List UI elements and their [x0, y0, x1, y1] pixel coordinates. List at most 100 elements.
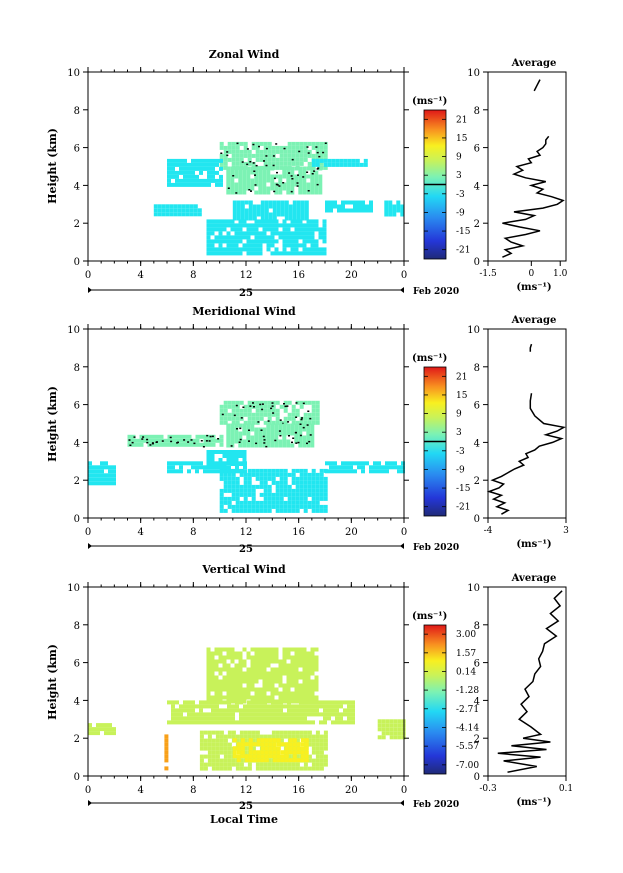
heatmap-cell [231, 420, 236, 425]
heatmap-cell [266, 178, 271, 183]
heatmap-cell [288, 750, 293, 755]
zero-contour-mark [278, 430, 281, 432]
heatmap-cell [96, 731, 100, 736]
y-axis-label: Height (km) [46, 128, 59, 204]
heatmap-cell [210, 247, 215, 252]
heatmap-cell [271, 496, 276, 501]
heatmap-cell [231, 145, 236, 150]
heatmap-cell [264, 754, 269, 759]
heatmap-cell [219, 153, 224, 158]
heatmap-cell [274, 186, 279, 191]
heatmap-cell [191, 712, 195, 717]
heatmap-cell [282, 435, 287, 440]
heatmap-cell [227, 416, 232, 421]
heatmap-cell [333, 465, 337, 470]
heatmap-cell [291, 704, 295, 709]
heatmap-cell [219, 166, 223, 171]
heatmap-cell [179, 434, 184, 439]
heatmap-cell [298, 659, 303, 664]
heatmap-cell [343, 162, 348, 167]
heatmap-cell [218, 251, 223, 256]
heatmap-cell [163, 438, 168, 443]
heatmap-cell [108, 477, 112, 482]
heatmap-cell [264, 758, 269, 763]
heatmap-cell [262, 170, 267, 175]
heatmap-cell [290, 655, 295, 660]
heatmap-cell [267, 468, 272, 473]
heatmap-cell [267, 153, 272, 158]
heatmap-cell [275, 480, 280, 485]
heatmap-cell [239, 766, 244, 771]
heatmap-cell [322, 223, 327, 228]
heatmap-cell [250, 439, 255, 444]
heatmap-cell [270, 659, 275, 664]
heatmap-cell [284, 754, 289, 759]
heatmap-cell [187, 170, 191, 175]
heatmap-cell [357, 208, 361, 213]
heatmap-cell [167, 162, 171, 167]
heatmap-cell [311, 141, 316, 146]
heatmap-cell [296, 204, 301, 209]
heatmap-cell [234, 170, 239, 175]
heatmap-cell [251, 746, 256, 751]
heatmap-cell [315, 404, 320, 409]
zero-contour-mark [272, 164, 275, 167]
heatmap-cell [272, 738, 277, 743]
heatmap-cell [100, 481, 104, 486]
heatmap-cell [255, 504, 260, 509]
heatmap-cell [218, 655, 223, 660]
heatmap-cell [302, 671, 307, 676]
heatmap-cell [222, 675, 227, 680]
average-y-tick-label: 2 [474, 219, 480, 230]
heatmap-cell [92, 473, 96, 478]
heatmap-cell [302, 679, 307, 684]
colorbar-tick-label: 9 [456, 410, 462, 420]
heatmap-cell [298, 227, 303, 232]
heatmap-cell [211, 738, 216, 743]
zero-contour-mark [316, 183, 319, 186]
heatmap-cell [307, 738, 312, 743]
heatmap-cell [286, 683, 291, 688]
heatmap-cell [287, 762, 292, 767]
heatmap-cell [339, 700, 343, 705]
zero-contour-mark [307, 410, 310, 412]
heatmap-cell [215, 182, 219, 187]
heatmap-cell [260, 746, 265, 751]
heatmap-cell [236, 758, 241, 763]
heatmap-cell [235, 734, 240, 739]
heatmap-cell [255, 149, 260, 154]
x-tick-label: 16 [292, 270, 305, 281]
heatmap-cell [311, 712, 315, 717]
heatmap-cell [288, 204, 293, 209]
heatmap-cell [191, 438, 196, 443]
heatmap-cell [294, 227, 299, 232]
heatmap-cell [195, 461, 199, 466]
heatmap-cell [226, 679, 231, 684]
colorbar-unit-label: (ms⁻¹) [412, 611, 447, 622]
y-tick-label: 2 [74, 734, 80, 745]
heatmap-cell [306, 663, 311, 668]
heatmap-cell [226, 651, 231, 656]
heatmap-cell [183, 438, 188, 443]
heatmap-cell [339, 720, 343, 725]
heatmap-cell [271, 165, 276, 170]
heatmap-cell [279, 734, 284, 739]
heatmap-cell [179, 166, 183, 171]
heatmap-cell [255, 468, 260, 473]
zero-contour-mark [298, 150, 301, 153]
zero-contour-mark [265, 155, 268, 157]
heatmap-cell [377, 461, 381, 466]
heatmap-cell [234, 239, 239, 244]
heatmap-cell [219, 746, 224, 751]
heatmap-cell [179, 162, 183, 167]
heatmap-cell [234, 247, 239, 252]
heatmap-cell [171, 704, 175, 709]
heatmap-cell [243, 161, 248, 166]
heatmap-cell [226, 435, 231, 440]
heatmap-cell [377, 719, 382, 724]
heatmap-cell [218, 679, 223, 684]
zero-contour-mark [316, 168, 319, 170]
heatmap-cell [331, 162, 336, 167]
heatmap-cell [266, 671, 271, 676]
